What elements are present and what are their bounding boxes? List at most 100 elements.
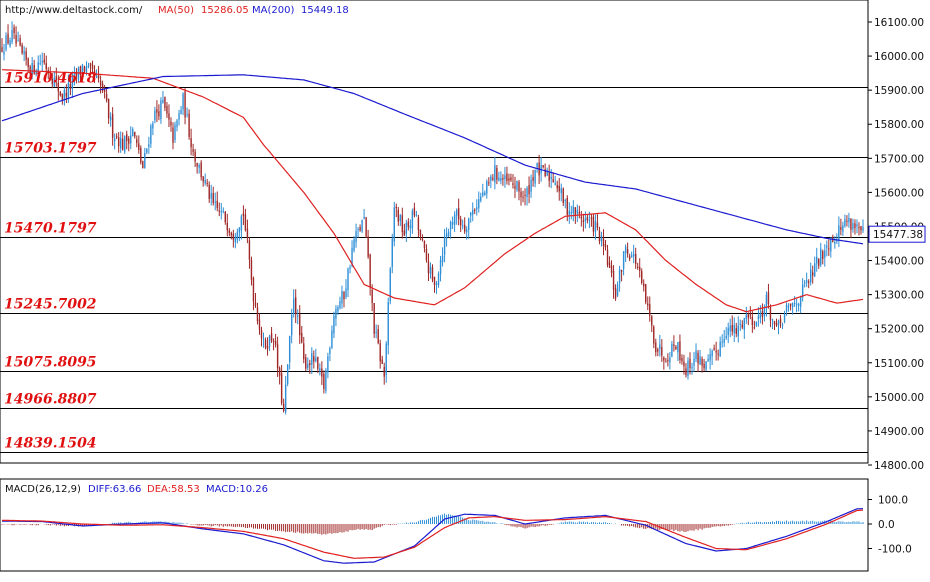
macd-diff-value: DIFF:63.66 xyxy=(88,484,141,495)
candle xyxy=(773,320,776,331)
candle xyxy=(419,229,422,241)
candle xyxy=(329,346,331,362)
candle xyxy=(258,313,261,335)
candle xyxy=(176,118,178,132)
candle xyxy=(397,206,400,226)
candle xyxy=(198,163,200,174)
candle xyxy=(63,86,66,106)
candle xyxy=(31,56,33,80)
candle xyxy=(723,330,725,347)
candle xyxy=(407,218,410,231)
candle xyxy=(695,343,697,363)
candle xyxy=(767,283,770,309)
candle xyxy=(266,337,269,356)
candle xyxy=(117,132,120,153)
candle xyxy=(427,253,430,282)
candle xyxy=(132,127,134,137)
candle xyxy=(828,239,830,256)
candle xyxy=(812,265,814,284)
candle xyxy=(387,297,389,355)
candle xyxy=(795,298,798,313)
candle xyxy=(99,75,102,94)
candle xyxy=(634,247,637,269)
candle xyxy=(512,174,514,189)
candle xyxy=(733,317,735,342)
candle xyxy=(148,136,150,154)
candle xyxy=(673,335,675,352)
candle xyxy=(290,308,293,344)
candle xyxy=(470,212,472,223)
candle xyxy=(572,200,575,222)
candle xyxy=(250,256,253,286)
candle xyxy=(638,258,641,278)
candle xyxy=(516,180,518,192)
candle xyxy=(349,264,351,274)
candle xyxy=(612,265,615,299)
candle xyxy=(154,106,156,124)
candle xyxy=(749,306,752,320)
candle xyxy=(755,321,758,327)
candle xyxy=(840,218,842,236)
candle xyxy=(301,326,303,344)
current-price: 15477.38 xyxy=(873,229,923,241)
ma50-value: 15286.05 xyxy=(201,5,249,16)
candle xyxy=(244,208,247,232)
candle xyxy=(590,213,593,227)
candle xyxy=(87,62,90,69)
candle xyxy=(679,334,681,364)
candle xyxy=(105,88,108,103)
level-label: 14839.1504 xyxy=(4,436,97,452)
candle xyxy=(542,165,544,169)
candle xyxy=(278,366,281,385)
candle xyxy=(222,207,224,214)
candle xyxy=(91,60,94,75)
candle xyxy=(192,143,194,157)
candle xyxy=(480,192,482,203)
candle xyxy=(27,57,29,73)
price-tick-label: 16000.00 xyxy=(874,51,924,63)
candle xyxy=(492,174,494,182)
candle xyxy=(210,184,212,206)
candle xyxy=(230,231,233,240)
candle xyxy=(160,97,162,124)
current-price-badge: 15477.38 xyxy=(868,225,926,243)
candlesticks xyxy=(1,21,864,415)
candle xyxy=(409,219,412,238)
candle xyxy=(699,349,701,366)
candle xyxy=(150,123,152,148)
candle xyxy=(126,130,128,150)
candle xyxy=(518,179,520,201)
level-label: 14966.8807 xyxy=(4,392,97,408)
candle xyxy=(71,71,74,98)
candle xyxy=(83,65,86,74)
candle xyxy=(7,24,9,45)
candle xyxy=(522,190,524,203)
candle xyxy=(41,52,43,72)
candle xyxy=(701,356,703,373)
candle xyxy=(488,177,490,187)
candle xyxy=(508,173,510,186)
candle xyxy=(514,176,516,199)
candle xyxy=(220,202,222,220)
candle xyxy=(769,304,772,328)
candle xyxy=(202,176,204,187)
candle xyxy=(425,244,428,263)
candle xyxy=(433,276,436,293)
candle xyxy=(138,135,140,154)
candle xyxy=(240,214,243,240)
candle xyxy=(11,21,13,45)
candle xyxy=(305,354,307,372)
candle xyxy=(343,290,345,308)
price-tick-label: 15000.00 xyxy=(874,392,924,404)
candle xyxy=(781,322,784,330)
candle xyxy=(331,325,333,350)
candle xyxy=(381,355,383,364)
candle xyxy=(737,316,739,343)
candle xyxy=(653,325,655,349)
candle xyxy=(377,324,379,345)
candle xyxy=(401,207,404,239)
macd-diff-line xyxy=(2,508,863,564)
candle xyxy=(39,54,41,66)
candle xyxy=(355,223,357,248)
